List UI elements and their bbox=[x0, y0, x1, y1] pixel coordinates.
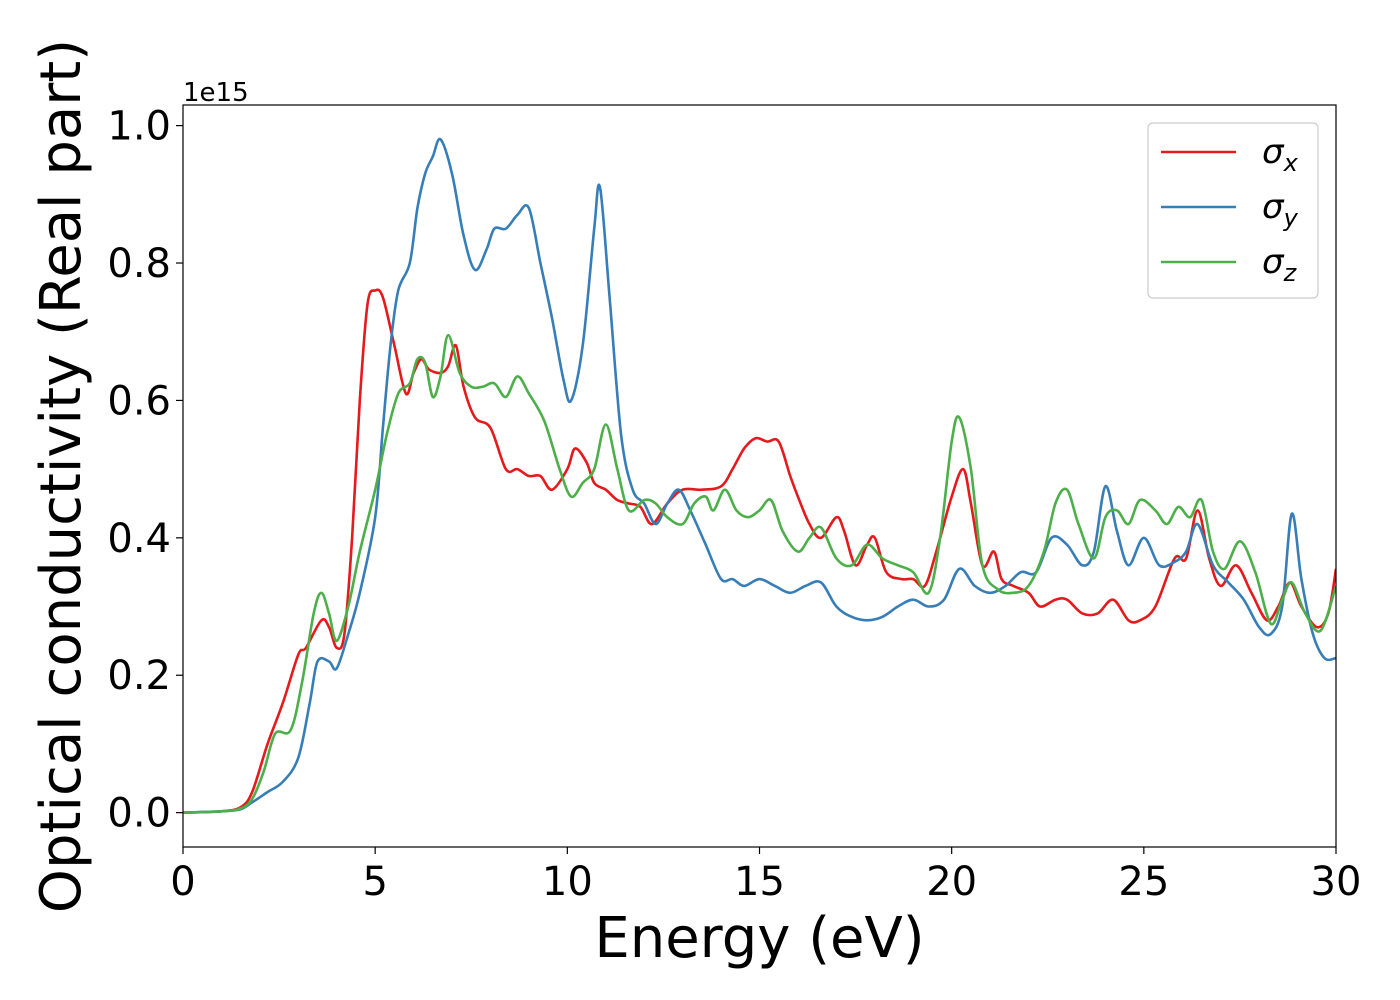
series-line-x bbox=[183, 288, 1336, 814]
legend-label: σx bbox=[1262, 132, 1299, 177]
legend: σx σy σz bbox=[1147, 122, 1319, 299]
series-line-z bbox=[183, 333, 1336, 814]
x-tick-label: 0 bbox=[170, 859, 195, 905]
y-tick-label: 0.6 bbox=[107, 378, 171, 424]
x-tick-label: 15 bbox=[734, 859, 785, 905]
legend-label: σz bbox=[1262, 242, 1298, 287]
y-tick-label: 0.2 bbox=[107, 653, 171, 699]
y-tick-label: 0.0 bbox=[107, 791, 171, 837]
legend-item-x: σx bbox=[1161, 132, 1299, 177]
x-axis: 0 5 10 15 20 25 30 bbox=[170, 847, 1361, 905]
series-line-y bbox=[183, 137, 1336, 814]
plot-lines bbox=[183, 137, 1336, 814]
y-axis: 0.0 0.2 0.4 0.6 0.8 1.0 bbox=[107, 104, 183, 837]
y-offset-text: 1e15 bbox=[183, 78, 249, 108]
legend-box bbox=[1147, 122, 1319, 299]
legend-item-y: σy bbox=[1161, 187, 1299, 232]
x-axis-label: Energy (eV) bbox=[594, 906, 924, 971]
x-tick-label: 20 bbox=[926, 859, 977, 905]
legend-item-z: σz bbox=[1161, 242, 1298, 287]
x-tick-label: 30 bbox=[1311, 859, 1362, 905]
x-tick-label: 5 bbox=[362, 859, 387, 905]
y-axis-label: Optical conductivity (Real part) bbox=[29, 39, 94, 913]
x-tick-label: 25 bbox=[1118, 859, 1169, 905]
legend-label: σy bbox=[1262, 187, 1299, 232]
x-tick-label: 10 bbox=[542, 859, 593, 905]
y-tick-label: 0.8 bbox=[107, 241, 171, 287]
y-tick-label: 1.0 bbox=[107, 104, 171, 150]
y-tick-label: 0.4 bbox=[107, 516, 171, 562]
